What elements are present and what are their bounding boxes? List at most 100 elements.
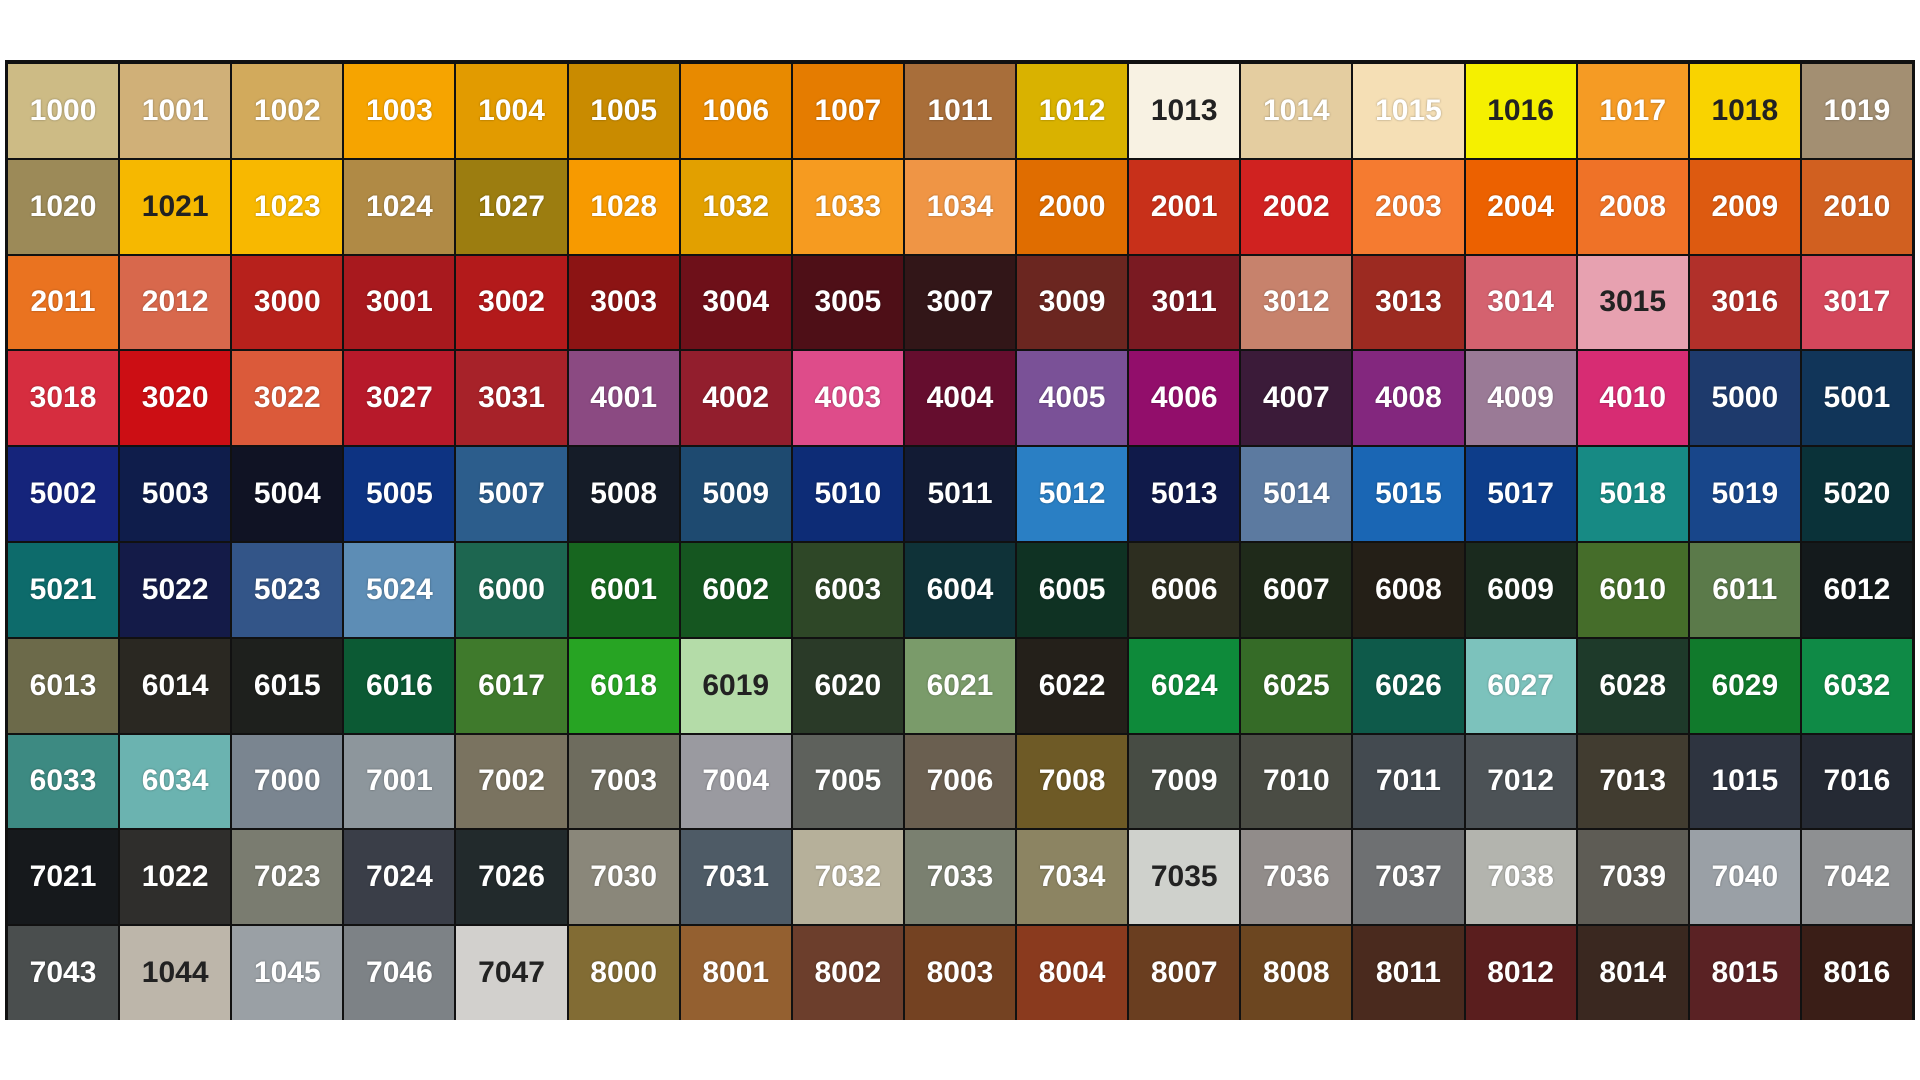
color-swatch: 2012 [120, 255, 231, 350]
color-swatch: 4008 [1353, 351, 1464, 446]
color-swatch: 3007 [904, 255, 1016, 350]
color-swatch: 5020 [1801, 447, 1912, 541]
color-swatch: 6025 [1241, 638, 1352, 733]
color-swatch: 3000 [232, 255, 343, 350]
color-swatch: 3015 [1577, 255, 1688, 350]
color-swatch: 5008 [568, 447, 679, 541]
color-swatch: 1014 [1241, 64, 1352, 158]
color-swatch: 6019 [680, 638, 791, 733]
color-swatch: 3022 [232, 351, 343, 446]
color-swatch: 2000 [1017, 159, 1128, 254]
color-swatch: 5014 [1241, 447, 1352, 541]
color-swatch: 4010 [1577, 351, 1688, 446]
color-swatch: 6021 [904, 638, 1016, 733]
color-swatch: 7037 [1353, 830, 1464, 925]
color-swatch: 1015 [1353, 64, 1464, 158]
color-swatch: 6017 [456, 638, 567, 733]
color-swatch: 7038 [1465, 830, 1576, 925]
color-swatch: 1013 [1129, 64, 1240, 158]
color-swatch: 4009 [1465, 351, 1576, 446]
color-swatch: 3004 [680, 255, 791, 350]
color-swatch: 6022 [1017, 638, 1128, 733]
color-swatch: 7004 [680, 734, 791, 829]
color-swatch: 3017 [1801, 255, 1912, 350]
color-swatch: 6009 [1465, 543, 1576, 637]
color-swatch: 6018 [568, 638, 679, 733]
color-swatch: 3016 [1689, 255, 1800, 350]
color-swatch: 5018 [1577, 447, 1688, 541]
color-swatch: 8004 [1017, 926, 1128, 1020]
color-swatch: 5012 [1017, 447, 1128, 541]
color-swatch: 2001 [1129, 159, 1240, 254]
color-swatch: 5022 [120, 543, 231, 637]
color-swatch: 7042 [1801, 830, 1912, 925]
color-swatch: 7005 [792, 734, 903, 829]
color-swatch: 2004 [1465, 159, 1576, 254]
color-swatch: 1003 [344, 64, 455, 158]
color-swatch: 6011 [1689, 543, 1800, 637]
color-swatch: 8000 [568, 926, 679, 1020]
color-swatch: 6024 [1129, 638, 1240, 733]
color-swatch: 6007 [1241, 543, 1352, 637]
color-swatch: 1024 [344, 159, 455, 254]
color-swatch: 6034 [120, 734, 231, 829]
color-swatch: 7021 [8, 830, 119, 925]
color-swatch: 8007 [1129, 926, 1240, 1020]
color-swatch: 3018 [8, 351, 119, 446]
color-swatch: 3011 [1129, 255, 1240, 350]
color-swatch: 6032 [1801, 638, 1912, 733]
color-swatch: 5024 [344, 543, 455, 637]
color-swatch: 1020 [8, 159, 119, 254]
color-swatch: 4001 [568, 351, 679, 446]
color-swatch: 5003 [120, 447, 231, 541]
color-swatch: 5015 [1353, 447, 1464, 541]
color-swatch: 1002 [232, 64, 343, 158]
color-swatch: 8012 [1465, 926, 1576, 1020]
color-swatch: 8002 [792, 926, 903, 1020]
color-swatch: 6015 [232, 638, 343, 733]
color-swatch: 8008 [1241, 926, 1352, 1020]
color-swatch: 8016 [1801, 926, 1912, 1020]
color-swatch: 3013 [1353, 255, 1464, 350]
color-swatch: 6029 [1689, 638, 1800, 733]
color-swatch: 1023 [232, 159, 343, 254]
color-swatch: 7034 [1017, 830, 1128, 925]
color-swatch: 7040 [1689, 830, 1800, 925]
color-swatch: 1007 [792, 64, 903, 158]
color-swatch: 7023 [232, 830, 343, 925]
color-swatch: 1028 [568, 159, 679, 254]
color-swatch: 5005 [344, 447, 455, 541]
color-swatch: 8015 [1689, 926, 1800, 1020]
color-swatch: 1016 [1465, 64, 1576, 158]
color-swatch: 8003 [904, 926, 1016, 1020]
color-swatch: 7035 [1129, 830, 1240, 925]
color-swatch: 7046 [344, 926, 455, 1020]
color-swatch: 2011 [8, 255, 119, 350]
color-swatch: 6020 [792, 638, 903, 733]
color-swatch: 1018 [1689, 64, 1800, 158]
color-swatch: 7031 [680, 830, 791, 925]
color-swatch: 6001 [568, 543, 679, 637]
color-swatch: 1032 [680, 159, 791, 254]
color-swatch: 4003 [792, 351, 903, 446]
color-swatch: 1027 [456, 159, 567, 254]
color-swatch: 7003 [568, 734, 679, 829]
color-swatch: 7013 [1577, 734, 1688, 829]
color-swatch: 7043 [8, 926, 119, 1020]
color-swatch: 2002 [1241, 159, 1352, 254]
color-swatch: 5009 [680, 447, 791, 541]
color-swatch: 1001 [120, 64, 231, 158]
color-swatch: 6028 [1577, 638, 1688, 733]
color-swatch: 4006 [1129, 351, 1240, 446]
color-swatch: 3002 [456, 255, 567, 350]
color-swatch: 6027 [1465, 638, 1576, 733]
color-swatch: 7006 [904, 734, 1016, 829]
color-swatch: 1045 [232, 926, 343, 1020]
color-swatch: 7032 [792, 830, 903, 925]
color-swatch: 5002 [8, 447, 119, 541]
color-swatch: 5001 [1801, 351, 1912, 446]
color-grid: 1000 1001 1002 1003 1004 1005 1006 1007 1011 1012… [5, 60, 1915, 1020]
color-swatch: 6008 [1353, 543, 1464, 637]
color-swatch: 5010 [792, 447, 903, 541]
color-swatch: 6000 [456, 543, 567, 637]
